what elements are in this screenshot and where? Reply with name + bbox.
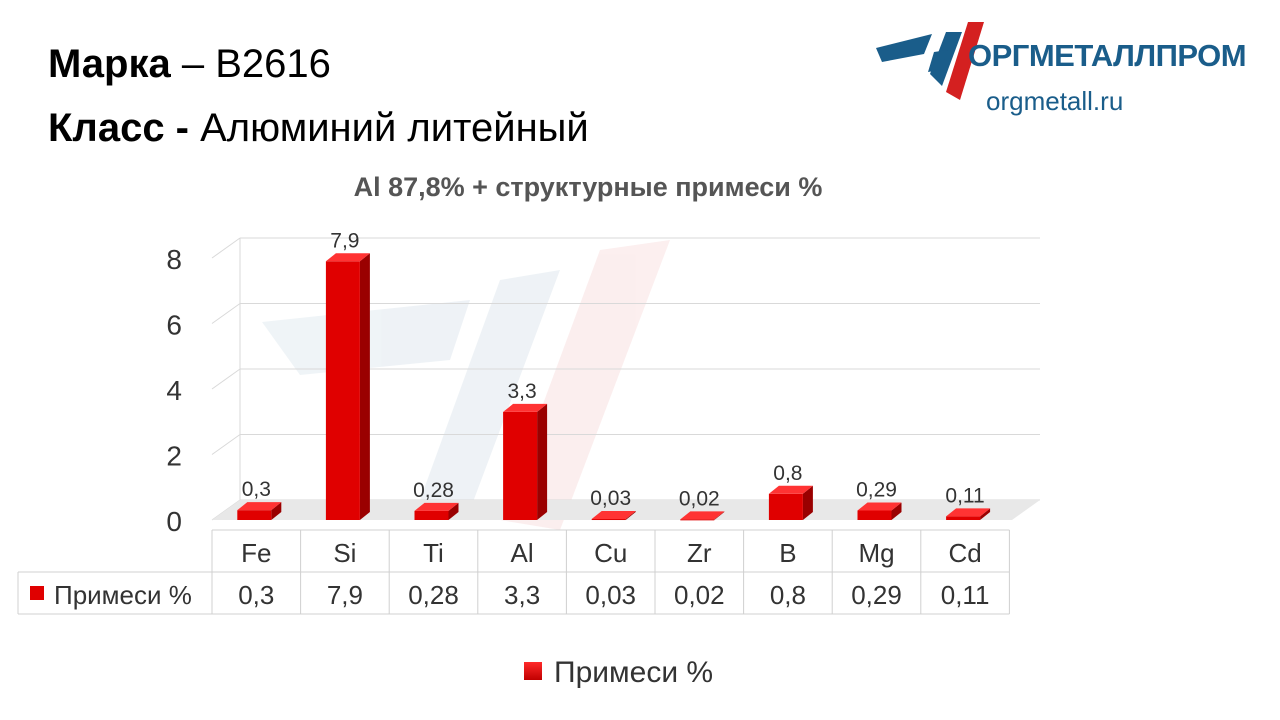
table-value: 0,29 xyxy=(851,580,902,610)
bar-b xyxy=(768,485,813,520)
y-tick-label: 4 xyxy=(166,375,182,406)
data-label: 0,29 xyxy=(856,479,897,502)
category-label: Ti xyxy=(423,538,444,568)
bar-top xyxy=(503,403,548,412)
legend-label: Примеси % xyxy=(554,656,714,689)
table-value: 0,03 xyxy=(585,580,636,610)
bar-side xyxy=(448,502,459,520)
data-label: 0,3 xyxy=(242,478,271,501)
data-labels: 0,3 7,9 0,28 3,3 0,03 0,02 0,8 0,29 0,11 xyxy=(242,229,985,510)
table-value: 7,9 xyxy=(327,580,363,610)
bar-top xyxy=(946,508,991,517)
bar-side xyxy=(714,511,725,520)
bar-top xyxy=(591,511,636,520)
table-value: 3,3 xyxy=(504,580,540,610)
bar-front xyxy=(680,519,715,521)
table-value: 0,8 xyxy=(770,580,806,610)
bar-cu xyxy=(591,511,636,521)
y-tick-label: 6 xyxy=(166,310,182,341)
bar-side xyxy=(625,511,636,520)
bar-front xyxy=(946,516,981,520)
category-label: Mg xyxy=(858,538,894,568)
y-tick-label: 2 xyxy=(166,441,182,472)
class-value: Алюминий литейный xyxy=(200,106,589,150)
bar-front xyxy=(237,510,272,520)
grade-value: – В2616 xyxy=(181,42,331,86)
legend: Примеси % xyxy=(524,656,713,690)
bar-top xyxy=(857,502,902,511)
logo-icon xyxy=(876,22,984,100)
bar-front xyxy=(414,510,449,520)
table-legend-swatch xyxy=(30,586,44,600)
data-label: 0,03 xyxy=(590,487,631,510)
chart-title: Al 87,8% + структурные примеси % xyxy=(353,172,823,202)
category-label: Al xyxy=(511,538,534,568)
class-label: Класс - xyxy=(48,106,189,150)
bar-side xyxy=(891,502,902,520)
bar-top xyxy=(237,502,282,511)
y-tick-label: 0 xyxy=(166,506,182,537)
bar-al xyxy=(503,403,548,520)
data-label: 3,3 xyxy=(507,380,536,403)
bar-front xyxy=(768,493,803,520)
bar-top xyxy=(414,502,459,511)
bars xyxy=(237,253,991,521)
bar-mg xyxy=(857,502,902,520)
data-label: 0,11 xyxy=(945,484,984,507)
gridline xyxy=(211,434,241,455)
bar-side xyxy=(271,502,282,520)
table-value: 0,02 xyxy=(674,580,725,610)
bar-front xyxy=(325,261,360,520)
category-label: Cd xyxy=(948,538,981,568)
gridlines xyxy=(211,237,1040,521)
gridline xyxy=(211,368,241,390)
y-axis: 0 2 4 6 8 xyxy=(166,244,182,537)
logo-url[interactable]: orgmetall.ru xyxy=(986,86,1124,116)
data-label: 0,8 xyxy=(773,462,802,485)
bar-top xyxy=(680,511,725,520)
category-label: Fe xyxy=(241,538,271,568)
bar-cd xyxy=(946,508,991,520)
bar-front xyxy=(857,510,892,520)
table-series-name: Примеси % xyxy=(54,580,192,610)
bar-zr xyxy=(680,511,725,521)
bar-side xyxy=(802,485,813,520)
category-label: Cu xyxy=(594,538,627,568)
category-label: B xyxy=(779,538,796,568)
bar-ti xyxy=(414,502,459,520)
table-value: 0,11 xyxy=(941,580,990,610)
grade-heading: Марка – В2616 xyxy=(48,40,331,88)
legend-swatch xyxy=(524,662,542,681)
grade-label: Марка xyxy=(48,42,171,86)
bar-front xyxy=(503,411,538,520)
category-label: Zr xyxy=(687,538,712,568)
bar-top xyxy=(325,253,370,262)
gridline xyxy=(211,237,241,259)
bar-si xyxy=(325,253,370,520)
logo-name: ОРГМЕТАЛЛПРОМ xyxy=(968,38,1247,73)
category-label: Si xyxy=(333,538,356,568)
bar-front xyxy=(591,519,626,521)
data-table: Fe 0,3 Si 7,9 Ti 0,28 Al 3,3 Cu 0,03 Zr 0,02 B 0,8 Mg 0… xyxy=(17,529,1010,615)
table-value: 0,3 xyxy=(238,580,274,610)
gridline xyxy=(211,303,241,324)
bar-side xyxy=(537,403,548,520)
bar-top xyxy=(768,485,813,494)
y-tick-label: 8 xyxy=(166,244,182,275)
bar-fe xyxy=(237,502,282,520)
data-label: 7,9 xyxy=(330,229,359,252)
data-label: 0,28 xyxy=(413,479,454,502)
bar-side xyxy=(980,508,991,520)
class-heading: Класс - Алюминий литейный xyxy=(48,104,589,152)
table-value: 0,28 xyxy=(408,580,459,610)
data-label: 0,02 xyxy=(679,487,720,510)
bar-side xyxy=(359,253,370,520)
